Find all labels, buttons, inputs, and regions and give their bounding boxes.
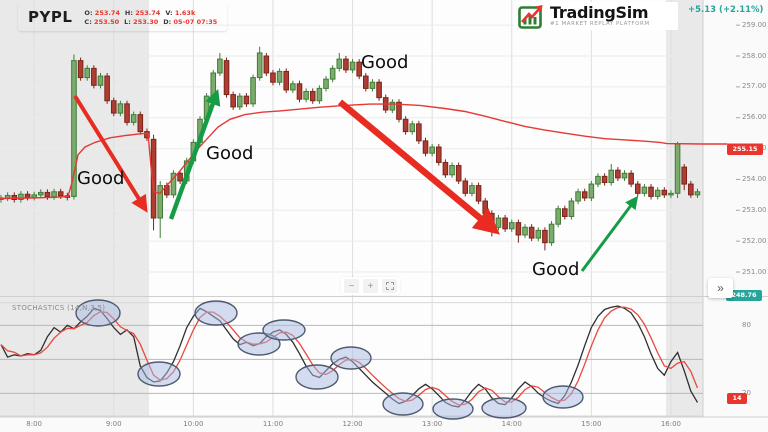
price-tick-label: 251.00 bbox=[742, 267, 767, 276]
time-tick-label: 11:00 bbox=[262, 420, 284, 428]
trend-arrow bbox=[580, 195, 639, 272]
tradingsim-logo: TradingSim #1 MARKET REPLAY PLATFORM bbox=[514, 2, 678, 30]
crossover-ellipse-annotations bbox=[75, 299, 584, 420]
last-price-badge: 255.15 bbox=[727, 144, 763, 155]
quote-field: C: 253.50 bbox=[84, 17, 120, 26]
daily-change-text: +5.13 (+2.11%) bbox=[688, 5, 764, 15]
quote-field: V: 1.63k bbox=[165, 8, 196, 17]
stoch-tick-label: 80 bbox=[742, 320, 751, 329]
zoom-out-button[interactable]: − bbox=[344, 279, 359, 293]
trend-arrow bbox=[168, 88, 221, 220]
reference-price-badge: 248.76 bbox=[726, 290, 762, 301]
quote-field: L: 253.30 bbox=[124, 17, 159, 26]
price-tick-label: 253.00 bbox=[742, 205, 767, 214]
quote-row-cld: C: 253.50 L: 253.30 D: 05-07 07:35 bbox=[84, 18, 217, 26]
quote-lines: O: 253.74 H: 253.74 V: 1.63k C: 253.50 L: 2… bbox=[84, 9, 217, 26]
annotation-good-4: Good bbox=[532, 259, 580, 280]
stochastic-value-badge: 14 bbox=[727, 393, 747, 404]
logo-tagline: #1 MARKET REPLAY PLATFORM bbox=[550, 21, 650, 27]
trend-arrow-annotations bbox=[73, 88, 639, 272]
annotation-good-3: Good bbox=[361, 52, 409, 73]
zoom-in-button[interactable]: + bbox=[363, 279, 378, 293]
quote-field: D: 05-07 07:35 bbox=[163, 17, 218, 26]
time-tick-label: 15:00 bbox=[581, 420, 602, 428]
logo-name: TradingSim bbox=[550, 3, 649, 22]
time-tick-label: 9:00 bbox=[105, 420, 122, 428]
quote-row-ohv: O: 253.74 H: 253.74 V: 1.63k bbox=[84, 9, 217, 17]
time-tick-label: 13:00 bbox=[422, 420, 443, 428]
symbol-name: PYPL bbox=[28, 8, 73, 26]
annotation-good-1: Good bbox=[77, 168, 125, 189]
price-gridlines bbox=[0, 24, 740, 273]
price-tick-label: 256.00 bbox=[742, 113, 767, 122]
price-tick-label: 252.00 bbox=[742, 236, 767, 245]
stoch-tick-label: 20 bbox=[742, 389, 751, 398]
reset-view-button[interactable] bbox=[382, 279, 397, 293]
price-tick-label: 259.00 bbox=[742, 20, 767, 29]
tradingsim-logo-icon bbox=[518, 4, 543, 29]
expand-panel-button[interactable]: » bbox=[708, 278, 733, 298]
trend-arrow bbox=[73, 94, 148, 213]
chart-zoom-toolbar: − + bbox=[341, 277, 400, 295]
time-tick-label: 8:00 bbox=[26, 420, 43, 428]
symbol-quote-card: PYPL O: 253.74 H: 253.74 V: 1.63k C: 253.5… bbox=[18, 3, 227, 31]
fullscreen-icon bbox=[385, 282, 394, 290]
trend-arrow bbox=[337, 99, 501, 235]
stochastics-label: STOCHASTICS (14,N,3,5) bbox=[12, 304, 106, 312]
time-gridlines bbox=[33, 0, 672, 417]
time-tick-label: 10:00 bbox=[183, 420, 204, 428]
time-tick-label: 14:00 bbox=[501, 420, 522, 428]
price-tick-label: 257.00 bbox=[742, 82, 767, 91]
time-tick-label: 12:00 bbox=[342, 420, 363, 428]
quote-field: O: 253.74 bbox=[84, 8, 120, 17]
annotation-good-2: Good bbox=[206, 143, 254, 164]
time-tick-label: 16:00 bbox=[660, 420, 682, 428]
price-tick-label: 258.00 bbox=[742, 51, 767, 60]
price-tick-label: 254.00 bbox=[742, 174, 767, 183]
quote-field: H: 253.74 bbox=[124, 8, 161, 17]
